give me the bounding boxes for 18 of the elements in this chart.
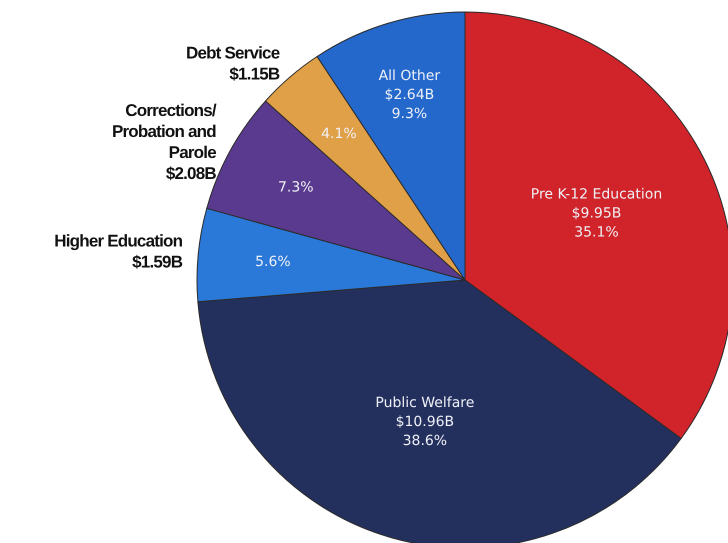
- text: 4.1%: [321, 126, 357, 142]
- slice-label: Higher Education: [54, 232, 183, 252]
- slice-label: Corrections/ Probation and Parole: [112, 102, 217, 163]
- slice-label: Pre K-12 Education: [530, 186, 662, 202]
- slice-label: Debt Service: [186, 44, 280, 63]
- data-label: $1.15B: [229, 64, 280, 84]
- text: 35.1%: [574, 224, 619, 240]
- text: 9.3%: [392, 106, 428, 122]
- text: 7.3%: [278, 179, 314, 196]
- slice-label: Public Welfare: [375, 394, 474, 411]
- text: 5.6%: [255, 254, 291, 270]
- data-label: $2.08B: [166, 164, 216, 184]
- data-label: $1.59B: [132, 253, 183, 272]
- text: 38.6%: [402, 432, 448, 449]
- data-label: $2.64B: [384, 87, 434, 104]
- slice-label: All Other: [378, 68, 440, 84]
- data-label: $9.95B: [572, 205, 622, 222]
- data-label: $10.96B: [396, 414, 454, 430]
